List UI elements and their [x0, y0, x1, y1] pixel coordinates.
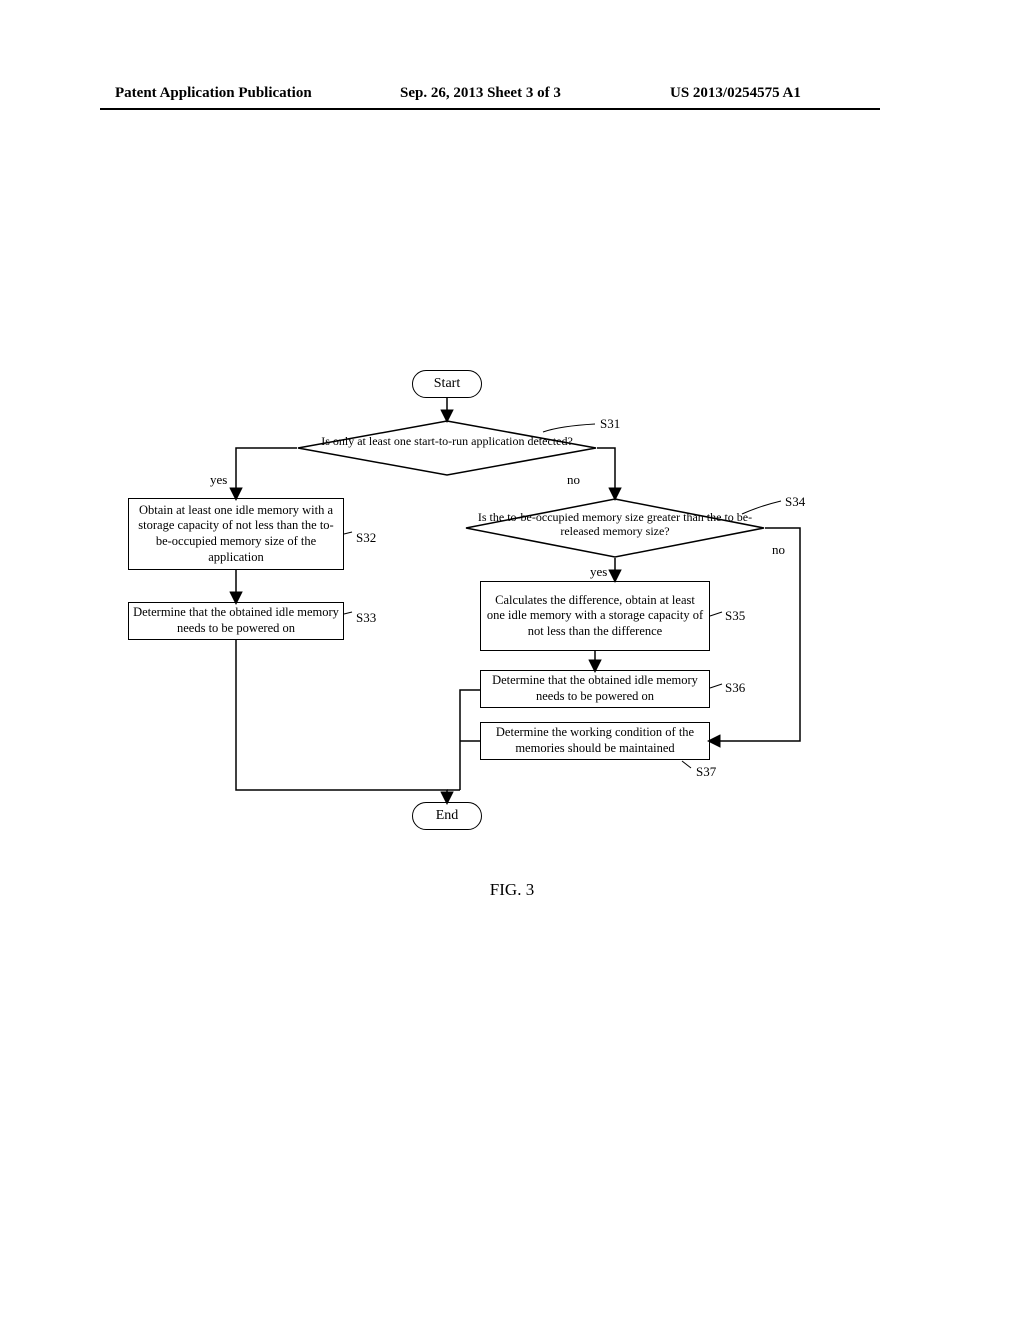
flowchart-arrows — [100, 370, 880, 860]
figure-caption: FIG. 3 — [0, 880, 1024, 900]
flowchart: Start Is only at least one start-to-run … — [100, 370, 880, 860]
header-date-sheet: Sep. 26, 2013 Sheet 3 of 3 — [400, 85, 561, 102]
header-publication: Patent Application Publication — [115, 85, 312, 102]
header-docnumber: US 2013/0254575 A1 — [670, 85, 801, 102]
header-rule — [100, 108, 880, 110]
